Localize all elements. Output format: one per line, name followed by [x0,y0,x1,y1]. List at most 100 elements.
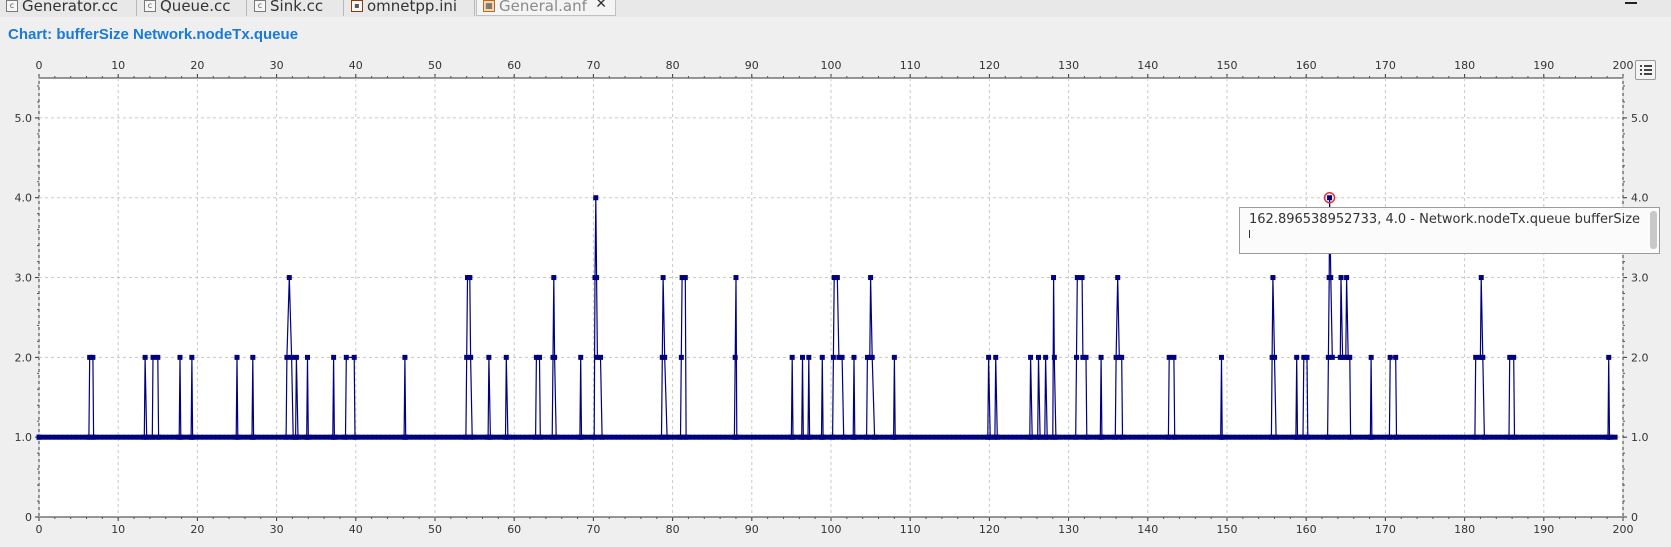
editor-tab-bar: c Generator.cc c Queue.cc c Sink.cc ▪ om… [0,0,1671,17]
data-point [1327,195,1333,201]
data-point [598,354,604,360]
data-point [877,434,883,440]
data-point [1038,434,1044,440]
data-point [1609,434,1615,440]
data-point [286,275,292,281]
data-point [219,434,225,440]
data-point [851,354,857,360]
tab-queue-cc[interactable]: c Queue.cc [138,0,247,16]
data-point [1352,434,1358,440]
tooltip-scrollbar[interactable] [1650,211,1657,249]
data-point [798,434,804,440]
data-point [1548,434,1554,440]
data-point [864,434,870,440]
data-point [358,434,364,440]
data-point [450,434,456,440]
data-point [881,434,887,440]
x-tick-label-bottom: 30 [270,523,284,536]
data-point [1478,434,1484,440]
y-tick-label-left: 5.0 [15,112,33,125]
x-tick-label-top: 120 [979,59,1000,72]
x-tick-label-top: 60 [507,59,521,72]
data-point [1460,434,1466,440]
data-point [1508,434,1514,440]
data-point [175,434,181,440]
data-point [304,354,310,360]
data-point [968,434,974,440]
data-point [1439,434,1445,440]
data-point [84,434,90,440]
close-tab-icon[interactable]: ✕ [595,0,607,12]
data-point [716,434,722,440]
data-point [1042,434,1048,440]
data-point [62,434,68,440]
data-point [855,434,861,440]
data-point [624,434,630,440]
data-point [1115,275,1121,281]
data-point [1247,434,1253,440]
data-point [506,434,512,440]
data-point [790,434,796,440]
data-point [363,434,369,440]
data-point [289,434,295,440]
data-point [990,434,996,440]
y-tick-label-right: 4.0 [1631,192,1649,205]
data-point [1408,434,1414,440]
data-point [920,434,926,440]
data-point [1295,434,1301,440]
x-tick-label-top: 100 [821,59,842,72]
data-point [49,434,55,440]
x-tick-label-bottom: 120 [979,523,1000,536]
data-point [45,434,51,440]
data-point [341,434,347,440]
data-point [807,434,813,440]
data-point [1043,354,1049,360]
data-point [123,434,129,440]
chart-title: Chart: bufferSize Network.nodeTx.queue [8,26,299,43]
data-point [284,434,290,440]
data-point [594,354,600,360]
tab-omnetpp-ini[interactable]: ▪ omnetpp.ini [345,0,475,16]
data-point [1269,434,1275,440]
data-point [868,275,874,281]
data-point [223,434,229,440]
data-point [1299,434,1305,440]
data-point [659,434,665,440]
data-point [445,434,451,440]
data-point [959,434,965,440]
data-point [498,434,504,440]
data-point [454,434,460,440]
data-point [189,354,195,360]
data-point [75,434,81,440]
x-tick-label-top: 170 [1375,59,1396,72]
data-point [528,434,534,440]
data-point [772,434,778,440]
legend-toggle-button[interactable] [1635,60,1656,80]
tab-general-anf[interactable]: ▦ General.anf ✕ [476,0,616,16]
data-point [1340,354,1346,360]
data-point [1218,354,1224,360]
minimize-icon[interactable] [1625,0,1637,4]
data-point [154,434,160,440]
data-point [53,434,59,440]
data-point [951,434,957,440]
data-point [981,434,987,440]
data-point [1286,434,1292,440]
data-point [503,354,509,360]
data-point [581,434,586,440]
data-point [149,434,155,440]
x-tick-label-bottom: 40 [349,523,363,536]
y-tick-label-left: 4.0 [15,192,33,205]
data-point [585,434,591,440]
tab-generator-cc[interactable]: c Generator.cc [0,0,137,16]
data-point [249,434,255,440]
data-point [977,434,983,440]
x-tick-label-top: 90 [745,59,759,72]
data-point [284,354,290,360]
x-tick-label-top: 190 [1533,59,1554,72]
data-point [859,434,865,440]
tab-sink-cc[interactable]: c Sink.cc [248,0,344,16]
data-point [1587,434,1593,440]
data-point [676,434,682,440]
